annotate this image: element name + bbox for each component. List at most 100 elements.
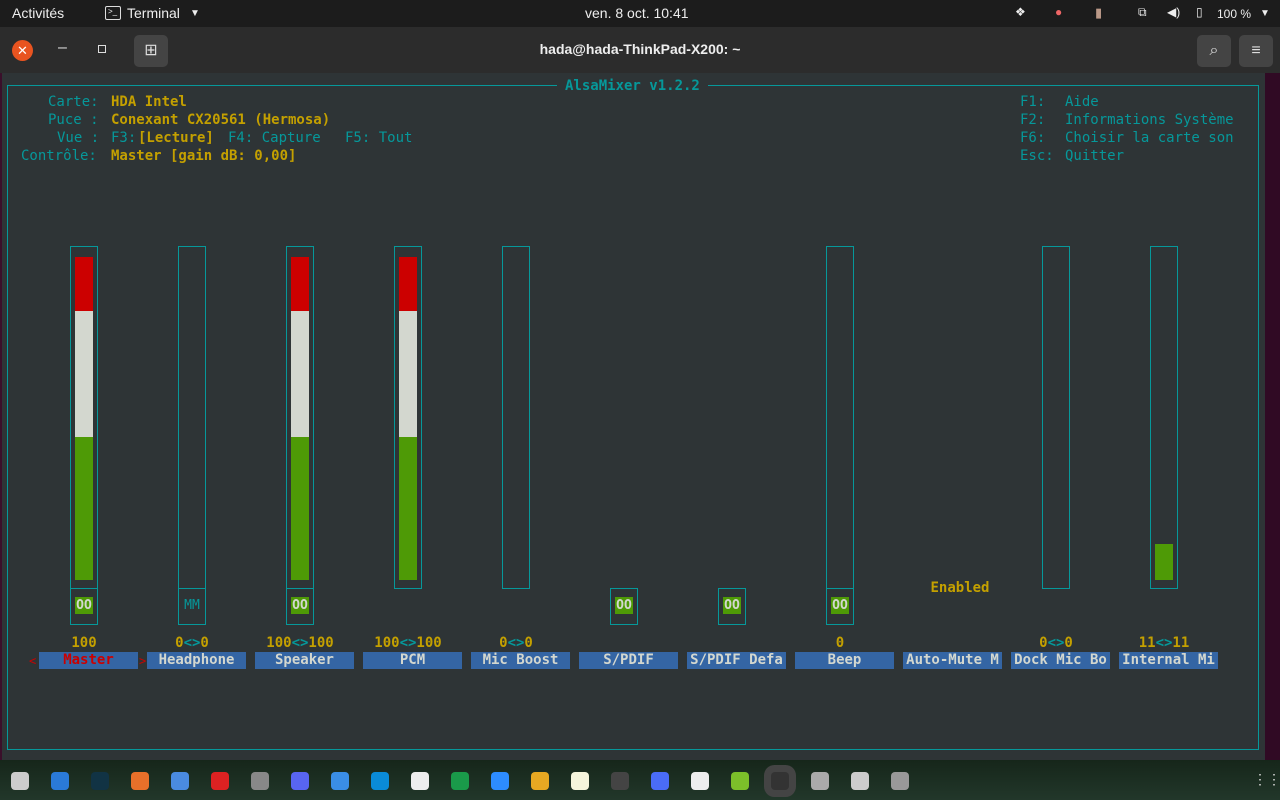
- search-icon[interactable]: ⌕: [1197, 35, 1231, 67]
- selected-left-marker: <: [29, 654, 37, 668]
- view-f3[interactable]: F3:: [111, 130, 137, 146]
- value-part: 0: [175, 635, 184, 651]
- dock-emoji-icon[interactable]: [691, 772, 709, 790]
- dock-settings-icon[interactable]: [891, 772, 909, 790]
- channel-value: 0<>0: [1002, 634, 1110, 652]
- value-part: 0: [1064, 635, 1073, 651]
- value-part: 11: [1138, 635, 1156, 651]
- value-part: 100: [266, 635, 292, 651]
- volume-icon[interactable]: ◀): [1167, 5, 1181, 19]
- dock-notes-icon[interactable]: [571, 772, 589, 790]
- volume-slider-7[interactable]: [826, 246, 854, 589]
- dock-discord-icon[interactable]: [291, 772, 309, 790]
- network-icon[interactable]: ⧉: [1138, 5, 1147, 19]
- dock-ampersand-icon[interactable]: [331, 772, 349, 790]
- show-apps-grid-icon[interactable]: ⋮⋮: [1253, 772, 1280, 788]
- weather-icon[interactable]: ●: [1055, 5, 1063, 19]
- value-separator: <>: [291, 635, 309, 651]
- dock-chromium-icon[interactable]: [171, 772, 189, 790]
- channel-label[interactable]: Beep: [795, 652, 894, 669]
- view-playback[interactable]: [Lecture]: [138, 130, 214, 146]
- volume-slider-10[interactable]: [1150, 246, 1178, 589]
- clipboard-icon[interactable]: ▮: [1095, 5, 1103, 20]
- volume-slider-0[interactable]: [70, 246, 98, 589]
- close-window-button[interactable]: ✕: [12, 40, 33, 61]
- help-key: F6:: [1020, 130, 1046, 146]
- dropbox-icon[interactable]: ❖: [1015, 5, 1026, 19]
- dock-gitkraken-icon[interactable]: [91, 772, 109, 790]
- channel-label[interactable]: S/PDIF Defa: [687, 652, 786, 669]
- volume-slider-1[interactable]: [178, 246, 206, 589]
- channel-label[interactable]: Mic Boost: [471, 652, 570, 669]
- level-fill: [399, 257, 417, 311]
- dock-screenshot-icon[interactable]: [651, 772, 669, 790]
- mute-toggle[interactable]: OO: [610, 588, 638, 625]
- view-all[interactable]: F5: Tout: [345, 130, 413, 146]
- channel-label[interactable]: Internal Mi: [1119, 652, 1218, 669]
- value-part: 0: [524, 635, 533, 651]
- dock-calculator-icon[interactable]: [611, 772, 629, 790]
- maximize-window-button[interactable]: [98, 45, 106, 53]
- dock-game-icon[interactable]: [731, 772, 749, 790]
- dock-opera-icon[interactable]: [211, 772, 229, 790]
- dock-files-icon[interactable]: [11, 772, 29, 790]
- mute-toggle[interactable]: MM: [178, 588, 206, 625]
- activities-button[interactable]: Activités: [12, 5, 65, 21]
- channel-label[interactable]: Speaker: [255, 652, 354, 669]
- dock-terminal-icon[interactable]: [771, 772, 789, 790]
- mute-state: OO: [831, 597, 849, 614]
- hamburger-menu-icon[interactable]: ≡: [1239, 35, 1273, 67]
- value-separator: <>: [507, 635, 525, 651]
- dock-slack-icon[interactable]: [411, 772, 429, 790]
- dock-search-viewer-icon[interactable]: [851, 772, 869, 790]
- mute-toggle[interactable]: OO: [70, 588, 98, 625]
- system-menu-chevron-icon[interactable]: ▼: [1260, 8, 1270, 19]
- channel-label[interactable]: Auto-Mute M: [903, 652, 1002, 669]
- level-fill: [399, 437, 417, 580]
- new-tab-button[interactable]: ⊞: [134, 35, 168, 67]
- channel-value: 0<>0: [462, 634, 570, 652]
- channel-label[interactable]: S/PDIF: [579, 652, 678, 669]
- channel-value: 100<>100: [246, 634, 354, 652]
- channel-label[interactable]: Headphone: [147, 652, 246, 669]
- app-menu[interactable]: Terminal: [127, 5, 180, 21]
- dock: ⋮⋮: [0, 760, 1280, 800]
- dock-yandex-icon[interactable]: [451, 772, 469, 790]
- dock-vlc-like-icon[interactable]: [531, 772, 549, 790]
- window-title: hada@hada-ThinkPad-X200: ~: [539, 41, 741, 57]
- help-text: Aide: [1065, 94, 1099, 110]
- volume-slider-2[interactable]: [286, 246, 314, 589]
- mute-toggle[interactable]: OO: [286, 588, 314, 625]
- volume-slider-3[interactable]: [394, 246, 422, 589]
- battery-percent[interactable]: 100 %: [1217, 7, 1252, 21]
- terminal-area[interactable]: AlsaMixer v1.2.2 Carte: HDA Intel Puce :…: [0, 73, 1280, 760]
- dock-disks-icon[interactable]: [811, 772, 829, 790]
- card-label: Carte:: [48, 94, 99, 110]
- level-fill: [399, 311, 417, 437]
- value-separator: <>: [399, 635, 417, 651]
- control-value: Master [gain dB: 0,00]: [111, 148, 297, 164]
- level-fill: [291, 311, 309, 437]
- mute-toggle[interactable]: OO: [826, 588, 854, 625]
- chip-label: Puce :: [48, 112, 99, 128]
- volume-slider-9[interactable]: [1042, 246, 1070, 589]
- dock-zoom-icon[interactable]: [491, 772, 509, 790]
- level-fill: [75, 437, 93, 580]
- channel-label[interactable]: Dock Mic Bo: [1011, 652, 1110, 669]
- mute-state: OO: [291, 597, 309, 614]
- dock-vscode-icon[interactable]: [51, 772, 69, 790]
- volume-slider-4[interactable]: [502, 246, 530, 589]
- enum-value[interactable]: Enabled: [930, 580, 990, 596]
- terminal-scrollbar[interactable]: [1265, 73, 1280, 760]
- clock[interactable]: ven. 8 oct. 10:41: [585, 5, 689, 21]
- minimize-window-button[interactable]: –: [58, 39, 67, 56]
- dock-safari-like-icon[interactable]: [251, 772, 269, 790]
- channel-value: 0: [835, 635, 845, 651]
- battery-icon[interactable]: ▯: [1196, 5, 1203, 19]
- channel-label[interactable]: PCM: [363, 652, 462, 669]
- dock-firefox-icon[interactable]: [131, 772, 149, 790]
- channel-label[interactable]: Master: [39, 652, 138, 669]
- mute-toggle[interactable]: OO: [718, 588, 746, 625]
- dock-skype-icon[interactable]: [371, 772, 389, 790]
- view-capture[interactable]: F4: Capture: [228, 130, 321, 146]
